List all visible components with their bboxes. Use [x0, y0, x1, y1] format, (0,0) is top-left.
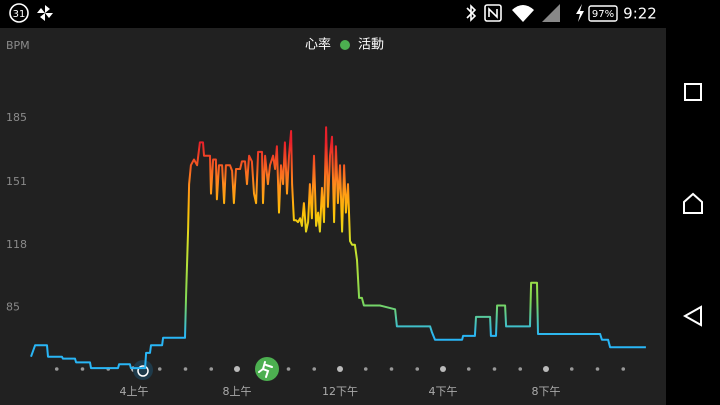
hour-dot	[569, 367, 574, 371]
x-tick-dot	[543, 366, 549, 372]
wifi-icon	[512, 5, 534, 22]
hour-dot	[466, 367, 471, 371]
hour-dot	[363, 367, 368, 371]
x-tick-dot	[234, 366, 240, 372]
nfc-icon	[484, 4, 502, 22]
calendar-icon	[9, 3, 29, 23]
bluetooth-icon	[466, 4, 477, 22]
hour-dot	[312, 367, 317, 371]
hour-dot	[415, 367, 420, 371]
legend-label: 心率	[305, 37, 331, 53]
hour-dot	[286, 367, 291, 371]
hour-dot	[157, 367, 162, 371]
x-tick-label: 4下午	[429, 385, 458, 398]
clock: 9:22	[623, 5, 657, 23]
hour-dot	[389, 367, 394, 371]
calendar-day: 31	[13, 9, 26, 20]
y-tick-label: 85	[6, 300, 20, 313]
pinwheel-icon	[37, 5, 53, 21]
x-tick-label: 8上午	[223, 385, 252, 398]
hour-dot	[595, 367, 600, 371]
alarm-event-icon	[137, 365, 149, 377]
y-axis-label: BPM	[6, 39, 30, 52]
hour-dot	[209, 367, 214, 371]
nav-bar	[666, 28, 720, 405]
status-bar	[0, 0, 720, 28]
x-tick-label: 4上午	[120, 385, 149, 398]
x-tick-dot	[337, 366, 343, 372]
legend-label: 活動	[358, 38, 384, 53]
nfc-n	[488, 7, 498, 19]
hour-dot	[80, 367, 85, 371]
y-tick-label: 185	[6, 111, 27, 124]
x-tick-label: 8下午	[532, 385, 561, 398]
hour-dot	[492, 367, 497, 371]
home-button[interactable]	[683, 192, 703, 214]
battery-icon	[588, 5, 618, 22]
alarm-event	[133, 360, 153, 380]
legend-swatch	[340, 40, 350, 50]
heart-rate-line	[30, 126, 646, 370]
battery-level: 97%	[592, 9, 614, 20]
hour-dot	[621, 367, 626, 371]
legend: 心率 活動	[279, 37, 384, 53]
back-button[interactable]	[682, 305, 702, 327]
x-tick-label: 12下午	[322, 385, 358, 398]
recents-button[interactable]	[684, 83, 702, 101]
hour-dot	[518, 367, 523, 371]
x-tick-dot	[440, 366, 446, 372]
signal-icon	[542, 4, 560, 22]
charging-icon	[576, 4, 584, 22]
activity-event-icon	[258, 361, 273, 378]
hour-dot	[54, 367, 59, 371]
y-tick-label: 118	[6, 238, 27, 251]
activity-event	[255, 357, 279, 381]
y-tick-label: 151	[6, 175, 27, 188]
hour-dot	[183, 367, 188, 371]
plot: 85 118 151 185 4上午 8上午 12下午 4下午 8下午	[6, 111, 646, 398]
